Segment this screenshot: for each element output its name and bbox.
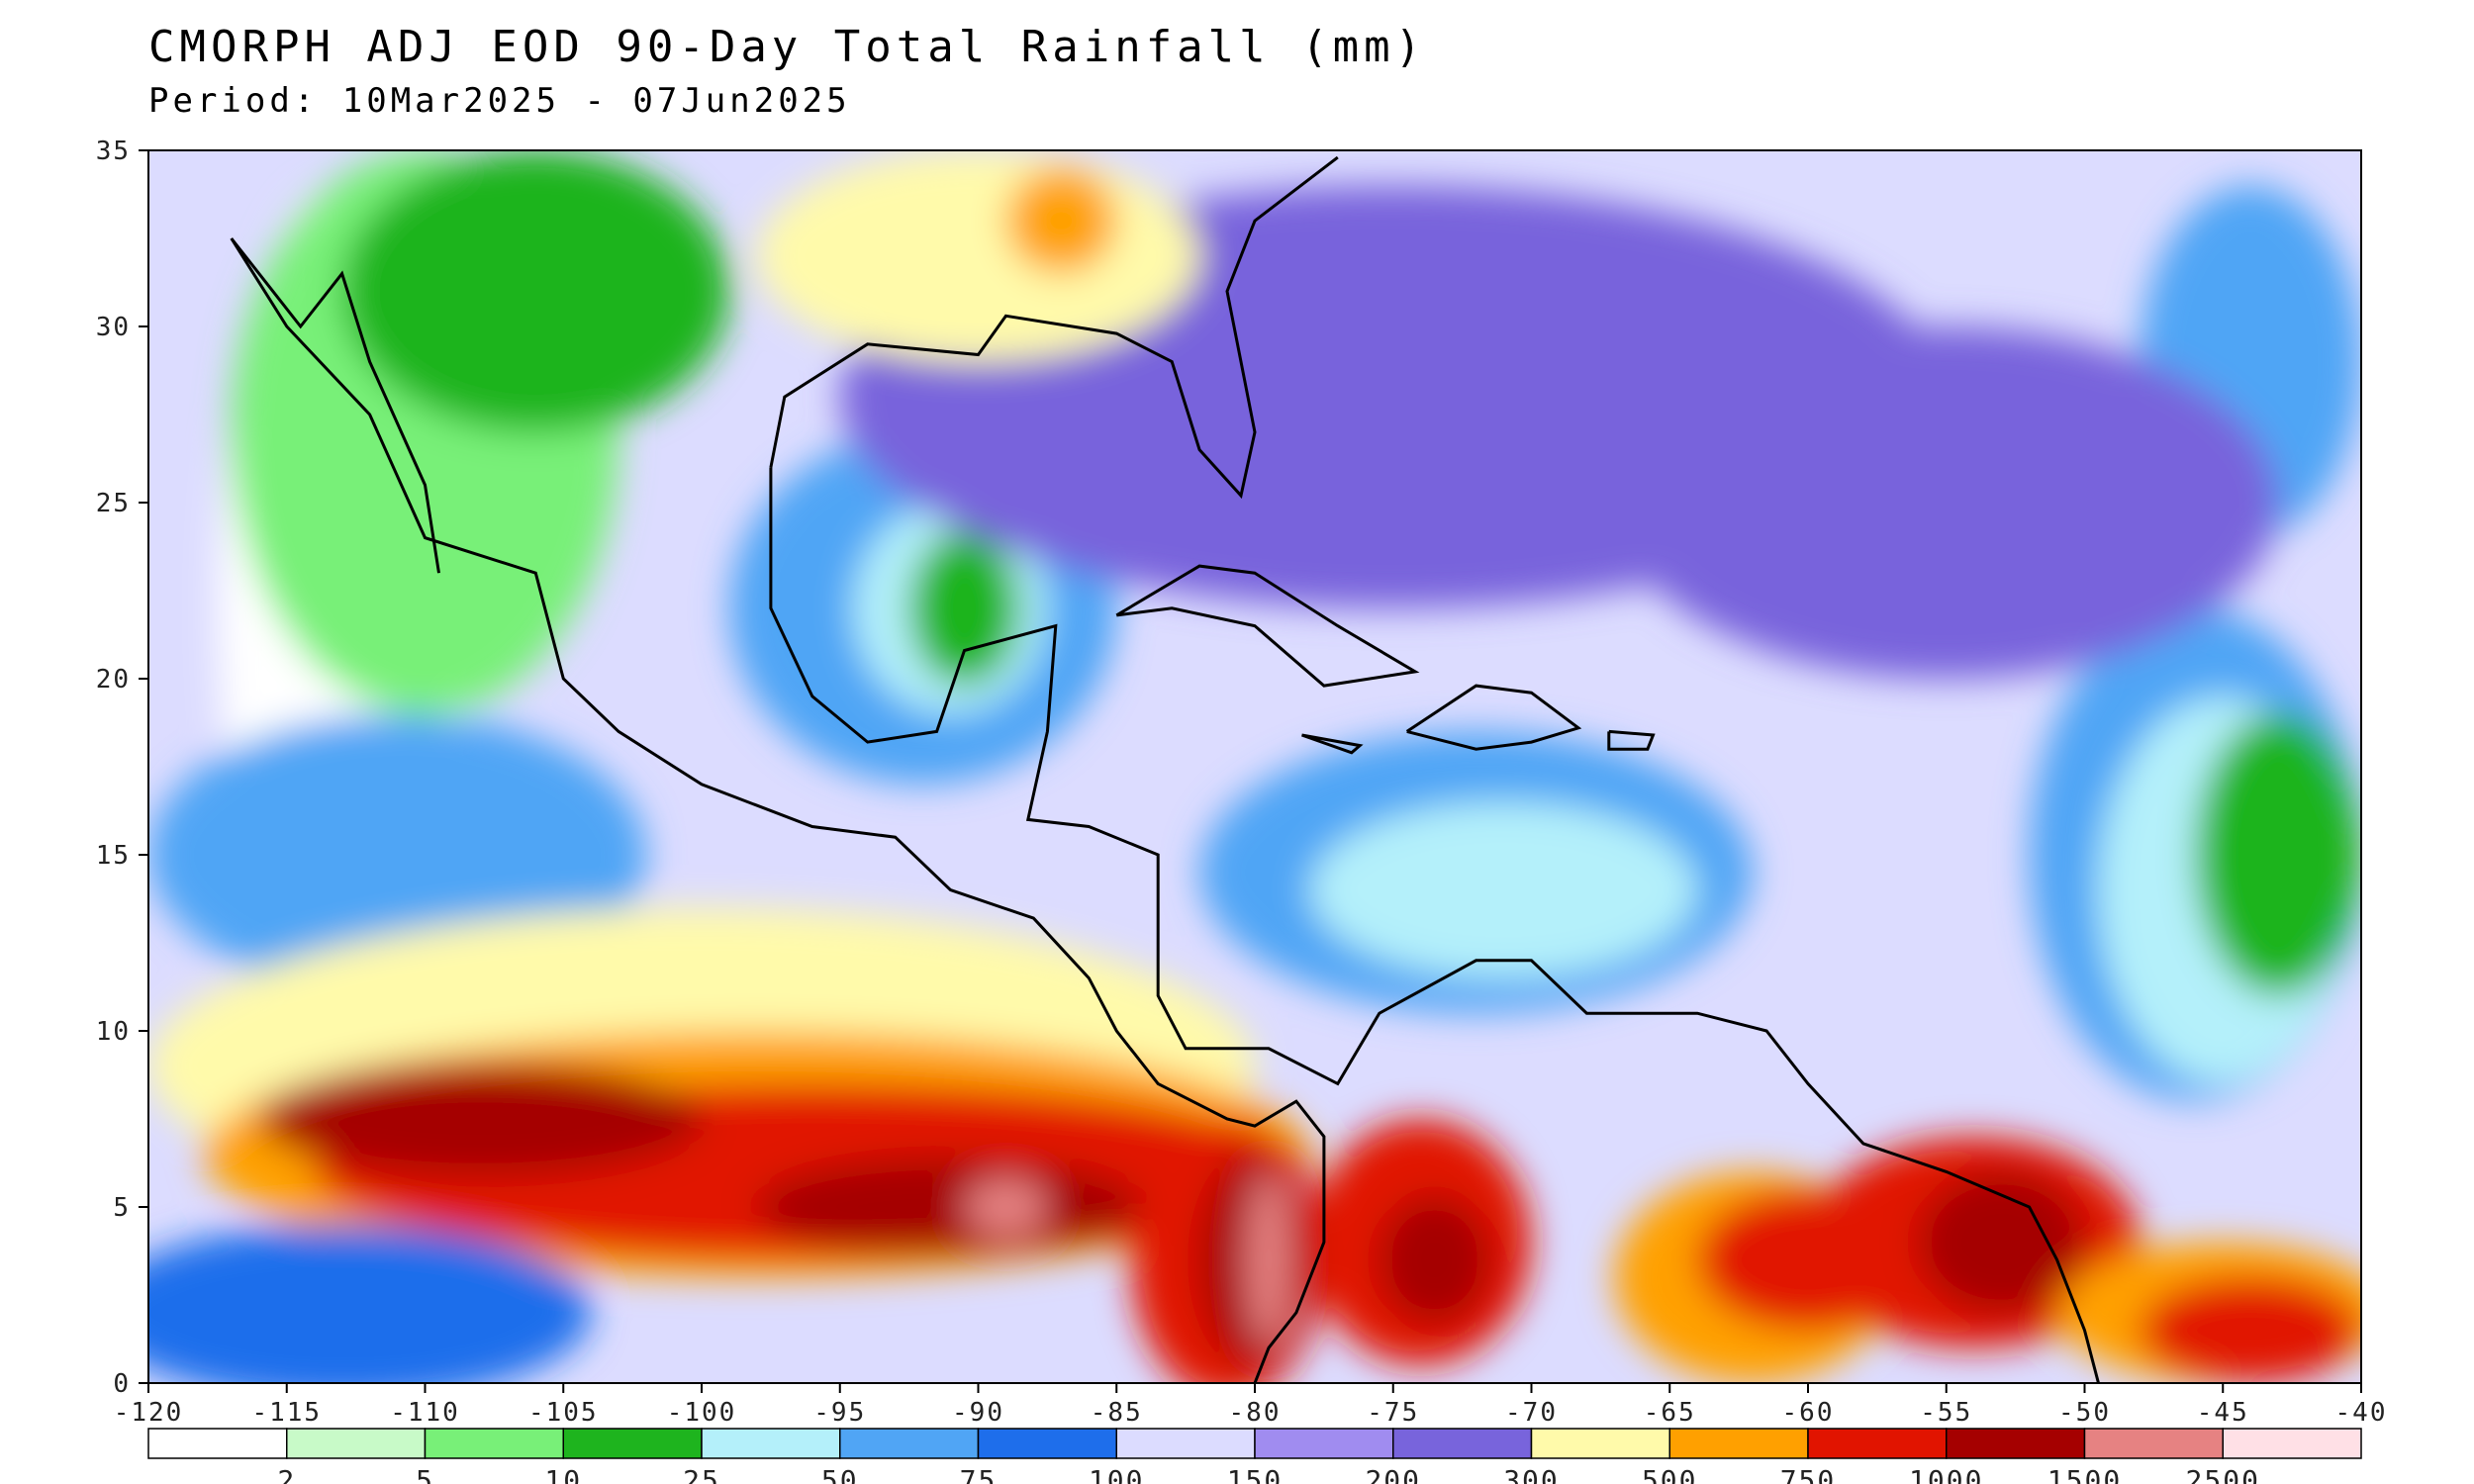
- lon-tick-label: -80: [1229, 1398, 1282, 1428]
- longitude-axis: -120 -115 -110 -105 -100 -95 -90 -85 -80 -75 -70 -6…: [114, 1383, 2388, 1428]
- lon-tick-label: -45: [2197, 1398, 2249, 1428]
- colorbar-label: 750: [1780, 1464, 1837, 1484]
- coastline-segment: [1405, 684, 1582, 751]
- colorbar-label: 500: [1642, 1464, 1698, 1484]
- colorbar-swatch: [424, 1428, 564, 1459]
- colorbar-swatch: [977, 1428, 1117, 1459]
- coastline-segment: [1300, 733, 1364, 755]
- colorbar-swatch: [1807, 1428, 1948, 1459]
- colorbar-swatch: [562, 1428, 703, 1459]
- lat-tick-label: 10: [96, 1017, 131, 1047]
- coastline-segment: [769, 467, 2100, 1383]
- coastline-segment: [230, 237, 440, 574]
- coastlines: [230, 155, 2100, 1383]
- rain-blob: [341, 150, 729, 432]
- lon-tick-label: -110: [390, 1398, 460, 1428]
- colorbar-label: 1000: [1909, 1464, 1983, 1484]
- rain-blob: [1379, 1196, 1490, 1324]
- lat-tick-label: 20: [96, 665, 131, 695]
- lon-tick-label: -70: [1505, 1398, 1558, 1428]
- colorbar-label: 50: [821, 1464, 859, 1484]
- lon-tick-label: -100: [667, 1398, 737, 1428]
- lat-tick-label: 25: [96, 489, 131, 518]
- colorbar-label: 300: [1503, 1464, 1560, 1484]
- colorbar-swatch: [147, 1428, 288, 1459]
- lon-tick-label: -90: [952, 1398, 1004, 1428]
- coastline-segment: [230, 237, 1326, 1383]
- colorbar-swatch: [2083, 1428, 2224, 1459]
- lon-tick-label: -50: [2058, 1398, 2111, 1428]
- lon-tick-label: -75: [1367, 1398, 1419, 1428]
- rain-blob: [1005, 167, 1117, 274]
- rain-blob: [1918, 1171, 2085, 1313]
- lon-tick-label: -40: [2335, 1398, 2388, 1428]
- rain-blob: [1614, 326, 2279, 679]
- colorbar-label: 25: [683, 1464, 720, 1484]
- colorbar-label: 2500: [2186, 1464, 2260, 1484]
- lat-tick-label: 35: [96, 137, 131, 166]
- map-subtitle: Period: 10Mar2025 - 07Jun2025: [148, 81, 851, 121]
- lon-tick-label: -55: [1920, 1398, 1972, 1428]
- lon-tick-label: -120: [114, 1398, 184, 1428]
- lon-tick-label: -105: [528, 1398, 599, 1428]
- rain-blob: [1246, 1171, 1291, 1348]
- rain-blob: [908, 530, 1020, 687]
- lat-tick-label: 15: [96, 841, 131, 871]
- lon-tick-label: -115: [251, 1398, 322, 1428]
- colorbar-label: 10: [544, 1464, 582, 1484]
- colorbar: 2 5 10 25 50 75 100 150 200 300 500 750 1000 1500 2500: [147, 1428, 2362, 1484]
- rain-blob: [756, 1158, 1145, 1256]
- lon-tick-label: -85: [1091, 1398, 1143, 1428]
- colorbar-swatch: [1254, 1428, 1394, 1459]
- colorbar-swatch: [1530, 1428, 1670, 1459]
- latitude-axis: 0 5 10 15 20 25 30 35: [96, 137, 148, 1399]
- coastline-segment: [1607, 729, 1656, 751]
- colorbar-label: 100: [1089, 1464, 1145, 1484]
- map-title: CMORPH ADJ EOD 90-Day Total Rainfall (mm…: [148, 22, 1427, 72]
- lon-tick-label: -95: [813, 1398, 866, 1428]
- colorbar-swatch: [839, 1428, 980, 1459]
- rain-blob: [756, 150, 1200, 362]
- colorbar-swatch: [2222, 1428, 2362, 1459]
- coastline-segment: [769, 155, 1339, 500]
- coastline-segment: [1115, 564, 1420, 688]
- lat-tick-label: 30: [96, 313, 131, 342]
- colorbar-label: 200: [1365, 1464, 1421, 1484]
- colorbar-swatch: [1115, 1428, 1256, 1459]
- lat-tick-label: 5: [113, 1193, 131, 1223]
- colorbar-swatch: [701, 1428, 841, 1459]
- rain-blob: [964, 1178, 1048, 1236]
- rain-blob: [1309, 801, 1698, 978]
- colorbar-swatch: [1946, 1428, 2086, 1459]
- colorbar-label: 75: [960, 1464, 998, 1484]
- rain-blob: [258, 1063, 702, 1175]
- rain-blob: [2195, 713, 2361, 996]
- colorbar-label: 2: [277, 1464, 296, 1484]
- colorbar-label: 150: [1227, 1464, 1284, 1484]
- colorbar-swatch: [1392, 1428, 1533, 1459]
- lat-tick-label: 0: [113, 1369, 131, 1399]
- colorbar-label: 1500: [2047, 1464, 2122, 1484]
- rain-blob: [2140, 1277, 2361, 1383]
- plot-area: [148, 150, 2361, 1383]
- lon-tick-label: -65: [1644, 1398, 1696, 1428]
- colorbar-swatch: [286, 1428, 427, 1459]
- lon-tick-label: -60: [1782, 1398, 1835, 1428]
- rain-blob: [148, 1224, 592, 1383]
- colorbar-swatch: [1668, 1428, 1809, 1459]
- colorbar-label: 5: [416, 1464, 434, 1484]
